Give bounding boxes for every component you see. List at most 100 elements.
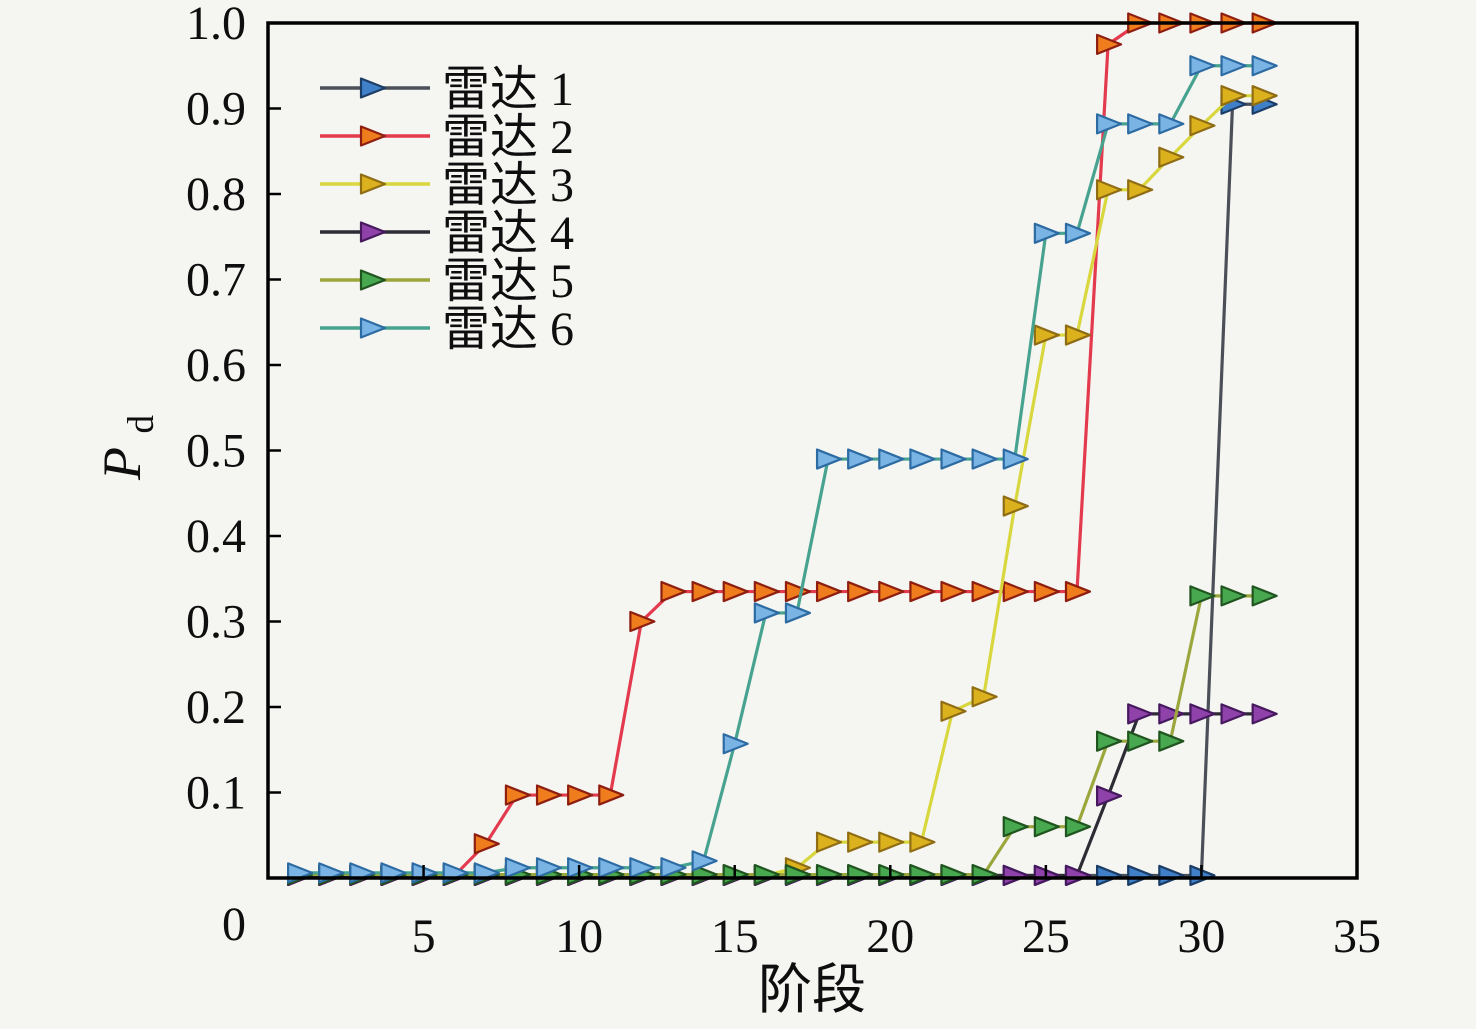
series-3-marker (909, 831, 936, 853)
series-2-marker (567, 784, 594, 806)
legend-item-1: 雷达 1 (320, 63, 574, 116)
series-2-marker (535, 784, 563, 806)
series-6-marker (504, 857, 532, 879)
series-5-marker (1002, 816, 1029, 838)
series-2-marker (1095, 33, 1123, 55)
legend-label: 雷达 1 (442, 63, 574, 116)
y-tick-label: 0.6 (186, 339, 246, 392)
y-tick-label: 0.1 (186, 767, 246, 820)
series-3-marker (1220, 85, 1247, 107)
x-axis-title: 阶段 (758, 960, 866, 1020)
series-6-marker (1251, 55, 1278, 77)
series-2-marker (815, 580, 843, 603)
y-axis-title-sub: d (121, 415, 162, 434)
series-3-marker (878, 831, 905, 853)
series-6-marker (815, 448, 843, 470)
series-4-marker (1220, 703, 1247, 725)
series-2-marker (909, 580, 936, 603)
legend-item-4: 雷达 4 (320, 207, 574, 260)
series-2-marker (1064, 580, 1092, 603)
data-series (287, 12, 1278, 887)
series-6-marker (784, 602, 812, 624)
series-6-marker (629, 857, 656, 879)
series-2 (287, 12, 1278, 887)
series-6-marker (878, 448, 905, 470)
series-4-marker (1002, 864, 1029, 887)
series-6 (287, 55, 1278, 884)
series-5-line (297, 594, 1266, 877)
series-6-marker (753, 602, 780, 624)
series-5-marker (1158, 730, 1185, 752)
series-4-marker (1251, 703, 1278, 725)
series-4-marker (1127, 703, 1154, 725)
series-6-marker (660, 857, 687, 879)
series-1-marker (1158, 864, 1185, 887)
legend-item-5: 雷达 5 (320, 255, 574, 308)
series-6-marker (1158, 113, 1185, 135)
series-6-marker (1064, 222, 1092, 244)
series-3-marker (847, 831, 874, 853)
series-2-marker (1002, 580, 1029, 603)
y-tick-label: 1.0 (186, 0, 246, 50)
y-tick-label: 0.7 (186, 254, 246, 307)
x-tick-label: 20 (866, 910, 914, 963)
series-3-marker (815, 831, 843, 853)
series-2-marker (504, 784, 532, 806)
legend-label: 雷达 2 (442, 111, 574, 164)
series-2-marker (878, 580, 905, 603)
axes-box (266, 21, 1359, 880)
legend-item-3: 雷达 3 (320, 159, 574, 212)
series-2-marker (940, 580, 967, 603)
y-axis-title-main: P (92, 447, 152, 481)
series-1-marker (1127, 864, 1154, 887)
series-3-marker (1033, 324, 1060, 346)
series-5-marker (1189, 585, 1216, 607)
series-4-marker (1095, 785, 1123, 807)
legend-item-6: 雷达 6 (320, 303, 574, 356)
series-6-marker (909, 448, 936, 470)
series-5-marker (1095, 730, 1123, 752)
series-6-marker (971, 448, 998, 470)
series-4-marker (359, 221, 387, 243)
series-3-marker (1002, 495, 1029, 517)
series-6-marker (1033, 222, 1060, 244)
series-6-marker (1095, 113, 1123, 135)
series-3-marker (1189, 114, 1216, 137)
x-tick-label: 25 (1022, 910, 1070, 963)
y-tick-label: 0.2 (186, 681, 246, 734)
series-1-marker (359, 77, 387, 99)
x-tick-label: 35 (1333, 910, 1381, 963)
series-3-marker (1127, 179, 1154, 201)
series-3-marker (359, 173, 387, 195)
series-2-marker (359, 125, 387, 147)
y-axis-title: P d (92, 415, 162, 482)
series-2-marker (629, 610, 656, 633)
axis-tick-labels: 5 10 15 20 25 30 35 0.1 0.2 0.3 0.4 0.5 0.6 0.7 0.8 0.9… (186, 0, 1381, 963)
series-3-marker (1064, 324, 1092, 346)
series-5 (287, 585, 1278, 886)
legend-label: 雷达 5 (442, 255, 574, 308)
series-5-marker (359, 269, 387, 291)
x-tick-label: 30 (1177, 910, 1225, 963)
series-4-marker (1189, 703, 1216, 725)
series-1-marker (1095, 864, 1123, 887)
origin-tick-label: 0 (222, 898, 246, 951)
series-6-marker (598, 857, 625, 879)
series-3-marker (1095, 179, 1123, 201)
legend-item-2: 雷达 2 (320, 111, 574, 164)
series-3-marker (940, 700, 967, 722)
y-tick-label: 0.9 (186, 83, 246, 136)
series-5-marker (1064, 816, 1092, 838)
y-tick-label: 0.3 (186, 596, 246, 649)
series-2-marker (660, 580, 687, 603)
series-5-marker (1220, 585, 1247, 607)
series-3-marker (971, 686, 998, 708)
x-tick-label: 15 (711, 910, 759, 963)
series-6-marker (691, 850, 718, 872)
series-2-marker (691, 580, 718, 603)
series-4-marker (1158, 703, 1185, 725)
series-6-marker (847, 448, 874, 470)
x-tick-label: 5 (412, 910, 436, 963)
y-tick-label: 0.4 (186, 510, 246, 563)
